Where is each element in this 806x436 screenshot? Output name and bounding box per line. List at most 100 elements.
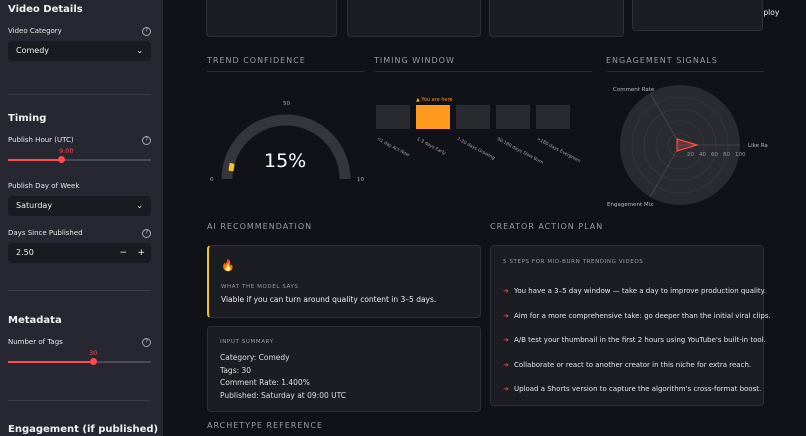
radar-tick: 40 (699, 152, 706, 158)
slider-fill (8, 159, 62, 161)
days-since-label: Days Since Published (8, 229, 83, 237)
trend-confidence-value: 15% (264, 150, 307, 172)
category-label: Video Category (8, 27, 62, 35)
engagement-title: Engagement (if published) (8, 424, 159, 435)
trend-confidence-gauge: 0 50 10 (210, 101, 364, 183)
divider (8, 400, 151, 401)
timing-window-box (376, 105, 410, 129)
top-card (206, 0, 337, 37)
help-icon[interactable]: ? (142, 229, 151, 238)
publish-hour-slider-thumb[interactable] (58, 156, 66, 163)
sidebar: Video Details Video Category ? Comedy ⌄ … (0, 0, 163, 436)
action-item: ➔ Upload a Shorts version to capture the… (503, 385, 762, 393)
gauge-tick-10: 10 (357, 177, 364, 183)
top-card (489, 0, 624, 37)
action-item: ➔ You have a 3–5 day window — take a day… (503, 287, 767, 295)
action-item: ➔ A/B test your thumbnail in the first 2… (503, 336, 766, 344)
video-details-title: Video Details (8, 4, 83, 15)
timing-window-label: 1-3 days Early (415, 137, 447, 157)
timing-window-box (536, 105, 570, 129)
publish-day-label: Publish Day of Week (8, 182, 80, 190)
timing-window-title: TIMING WINDOW (374, 56, 455, 65)
tags-slider[interactable] (8, 361, 151, 363)
radar-tick: 80 (723, 152, 730, 158)
summary-lines: Category: Comedy Tags: 30 Comment Rate: … (220, 352, 346, 403)
radar-tick: 100 (735, 152, 746, 158)
arrow-right-icon: ➔ (503, 287, 509, 295)
summary-line: Published: Saturday at 09:00 UTC (220, 391, 346, 401)
timing-window-labels: <1 day Act Now 1-3 days Early 7-30 days Gr… (376, 135, 596, 175)
timing-title: Timing (8, 113, 47, 124)
timing-window-box (496, 105, 530, 129)
category-select[interactable]: Comedy ⌄ (8, 41, 151, 61)
category-value: Comedy (16, 46, 50, 55)
help-icon[interactable]: ? (142, 338, 151, 347)
gauge-tick-50: 50 (283, 101, 290, 107)
timing-window-box (416, 105, 450, 129)
action-plan-card: 5 STEPS FOR MID-BURN TRENDING VIDEOS ➔ Y… (490, 245, 771, 406)
radar-axis (649, 144, 681, 198)
deploy-button[interactable]: Deploy (753, 8, 780, 17)
help-icon[interactable]: ? (142, 136, 151, 145)
action-plan-subtitle: 5 STEPS FOR MID-BURN TRENDING VIDEOS (503, 259, 644, 265)
engagement-signals-title: ENGAGEMENT SIGNALS (606, 56, 718, 65)
chevron-down-icon: ⌄ (136, 201, 143, 210)
tags-slider-thumb[interactable] (90, 358, 98, 365)
trend-confidence-title: TREND CONFIDENCE (207, 56, 306, 65)
publish-hour-label: Publish Hour (UTC) (8, 136, 74, 144)
top-card (632, 0, 763, 31)
tags-value: 30 (89, 349, 98, 357)
action-item: ➔ Collaborate or react to another creato… (503, 361, 752, 369)
metadata-title: Metadata (8, 315, 62, 326)
radar-axis-label-mix: Engagement Mix (607, 202, 654, 208)
divider (8, 290, 151, 291)
chevron-down-icon: ⌄ (136, 46, 143, 55)
radar-axis-label-like: Like Ra (748, 143, 768, 149)
ai-recommendation-title: AI RECOMMENDATION (207, 222, 313, 231)
summary-line: Category: Comedy (220, 353, 290, 362)
arrow-right-icon: ➔ (503, 385, 509, 393)
timing-window-label: 7-30 days Growing (455, 137, 496, 162)
minus-icon[interactable]: − (119, 248, 127, 258)
top-card (347, 0, 481, 37)
archetype-title: ARCHETYPE REFERENCE (207, 421, 323, 430)
divider (374, 71, 592, 72)
publish-hour-value: 9:00 (59, 147, 74, 155)
gauge-fill (228, 162, 235, 172)
timing-marker: ▲ You are here (416, 97, 453, 103)
slider-fill (8, 361, 94, 363)
action-item: ➔ Aim for a more comprehensive take: go … (503, 312, 771, 320)
timing-window-row (376, 105, 576, 129)
model-says-label: WHAT THE MODEL SAYS (221, 284, 299, 290)
publish-hour-slider[interactable] (8, 159, 151, 161)
arrow-right-icon: ➔ (503, 336, 509, 344)
radar-axis-label-comment: Comment Rate (613, 87, 655, 93)
timing-window-box (456, 105, 490, 129)
divider (207, 71, 365, 72)
action-plan-title: CREATOR ACTION PLAN (490, 222, 604, 231)
publish-day-select[interactable]: Saturday ⌄ (8, 196, 151, 216)
days-since-input[interactable]: 2.50 − + (8, 243, 151, 263)
days-since-value: 2.50 (16, 248, 34, 257)
summary-line: Tags: 30 (220, 365, 252, 375)
radar-tick: 60 (711, 152, 718, 158)
input-summary-card: INPUT SUMMARY Category: Comedy Tags: 30 … (207, 326, 481, 412)
engagement-radar: 20 40 60 80 100 Comment Rate Like Ra Eng… (607, 85, 768, 208)
gauge-tick-0: 0 (210, 177, 214, 183)
radar-axis (649, 92, 681, 146)
summary-label: INPUT SUMMARY (220, 339, 274, 345)
radar-tick: 20 (687, 152, 694, 158)
arrow-right-icon: ➔ (503, 361, 509, 369)
plus-icon[interactable]: + (137, 248, 145, 258)
gauge-track (221, 114, 351, 180)
arrow-right-icon: ➔ (503, 312, 509, 320)
summary-line: Comment Rate: 1.400% (220, 378, 310, 388)
help-icon[interactable]: ? (142, 27, 151, 36)
model-says-card: 🔥 WHAT THE MODEL SAYS Viable if you can … (207, 245, 481, 318)
fire-icon: 🔥 (221, 259, 235, 272)
timing-window-label: <1 day Act Now (375, 137, 411, 159)
model-says-text: Viable if you can turn around quality co… (221, 295, 437, 304)
main-area: Deploy TREND CONFIDENCE 0 50 10 15% TIMI… (163, 0, 806, 436)
publish-day-value: Saturday (16, 201, 53, 210)
tags-label: Number of Tags (8, 338, 63, 346)
